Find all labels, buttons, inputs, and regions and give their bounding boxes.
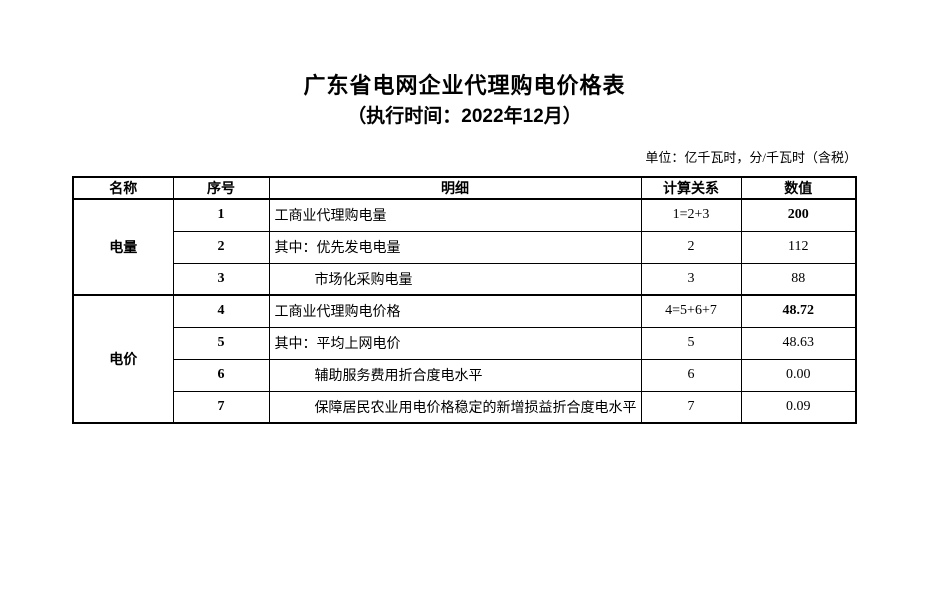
table-row: 6 辅助服务费用折合度电水平 6 0.00 <box>73 358 857 392</box>
relation-cell: 1=2+3 <box>640 198 742 232</box>
page-subtitle: （执行时间：2022年12月） <box>347 106 582 127</box>
table-row: 3 市场化采购电量 3 88 <box>73 262 857 296</box>
seq-cell: 6 <box>172 358 270 392</box>
detail-cell: 其中：平均上网电价 <box>268 326 642 360</box>
detail-cell: 辅助服务费用折合度电水平 <box>268 358 642 392</box>
seq-cell: 1 <box>172 198 270 232</box>
seq-cell: 5 <box>172 326 270 360</box>
value-cell: 0.09 <box>740 390 857 424</box>
value-cell: 48.72 <box>740 294 857 328</box>
col-header-value: 数值 <box>740 176 857 200</box>
col-header-relation: 计算关系 <box>640 176 742 200</box>
value-cell: 200 <box>740 198 857 232</box>
detail-cell: 保障居民农业用电价格稳定的新增损益折合度电水平 <box>268 390 642 424</box>
price-table: 名称 序号 明细 计算关系 数值 电量 1 工商业代理购电量 1=2+3 200… <box>72 176 857 424</box>
col-header-name: 名称 <box>72 176 174 200</box>
seq-cell: 3 <box>172 262 270 296</box>
relation-cell: 3 <box>640 262 742 296</box>
table-row: 电量 1 工商业代理购电量 1=2+3 200 <box>72 198 857 296</box>
table-row: 电价 4 工商业代理购电价格 4=5+6+7 48.72 <box>72 294 857 424</box>
unit-note: 单位：亿千瓦时，分/千瓦时（含税） <box>645 150 857 165</box>
relation-cell: 7 <box>640 390 742 424</box>
page-title: 广东省电网企业代理购电价格表 <box>303 73 626 98</box>
relation-cell: 2 <box>640 230 742 264</box>
detail-cell: 市场化采购电量 <box>268 262 642 296</box>
seq-cell: 4 <box>172 294 270 328</box>
value-cell: 48.63 <box>740 326 857 360</box>
col-header-seq: 序号 <box>172 176 270 200</box>
seq-cell: 2 <box>172 230 270 264</box>
value-cell: 88 <box>740 262 857 296</box>
group-cell-volume: 电量 <box>72 198 174 296</box>
detail-cell: 工商业代理购电价格 <box>268 294 642 328</box>
value-cell: 0.00 <box>740 358 857 392</box>
table-row: 2 其中：优先发电电量 2 112 <box>73 230 857 264</box>
detail-cell: 工商业代理购电量 <box>268 198 642 232</box>
relation-cell: 6 <box>640 358 742 392</box>
group-cell-price: 电价 <box>72 294 174 424</box>
relation-cell: 5 <box>640 326 742 360</box>
table-row: 7 保障居民农业用电价格稳定的新增损益折合度电水平 7 0.09 <box>73 390 857 424</box>
relation-cell: 4=5+6+7 <box>640 294 742 328</box>
detail-cell: 其中：优先发电电量 <box>268 230 642 264</box>
seq-cell: 7 <box>172 390 270 424</box>
value-cell: 112 <box>740 230 857 264</box>
table-header-row: 名称 序号 明细 计算关系 数值 <box>72 176 857 200</box>
col-header-detail: 明细 <box>268 176 642 200</box>
table-row: 5 其中：平均上网电价 5 48.63 <box>73 326 857 360</box>
